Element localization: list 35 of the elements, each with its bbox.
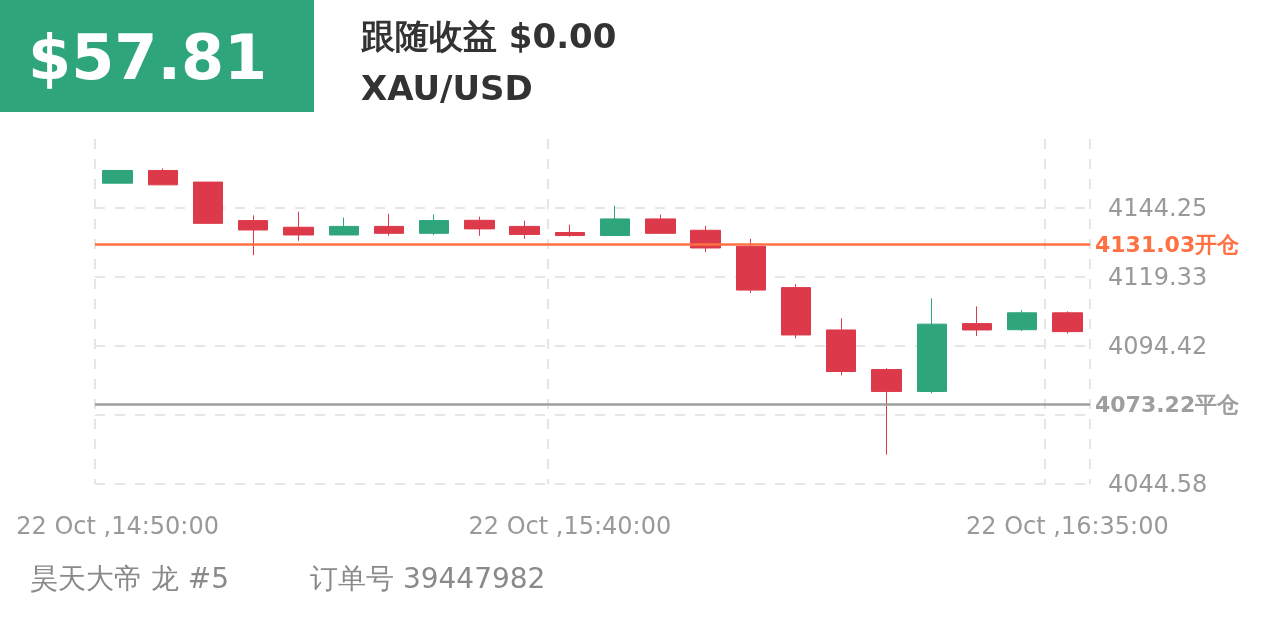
y-tick-label: 4044.58 [1108,470,1208,498]
candlestick [962,305,992,337]
candlestick [736,238,766,294]
y-tick-label: 4144.25 [1108,193,1208,222]
x-tick-label: 22 Oct ,16:35:00 [966,512,1169,540]
chart-subtitle: XAU/USD [361,68,533,108]
text: 昊天大帝 龙 #5 [30,561,230,595]
candlestick [509,220,540,240]
candlestick [1052,310,1083,335]
chart-title: 跟随收益 $0.00 [360,16,617,56]
x-tick-label: 22 Oct ,14:50:00 [16,512,219,540]
candlestick [419,213,449,236]
ref-line-label: 4131.03开仓 [1095,232,1241,258]
y-tick-label: 4094.42 [1108,331,1208,360]
candlestick [329,217,359,236]
candlestick [102,169,133,184]
candlestick [781,283,811,339]
candlestick [464,216,495,237]
text: 订单号 39447982 [310,561,546,595]
candlestick [1007,309,1037,332]
candlestick [600,205,630,237]
candlestick [917,297,947,394]
candlestick [148,168,178,186]
candlestick [193,181,223,224]
candlestick [374,213,404,237]
y-tick-label: 4119.33 [1108,262,1208,291]
x-tick-label: 22 Oct ,15:40:00 [468,512,672,540]
candlestick [555,224,585,238]
candlestick [871,367,902,456]
candlestick [826,317,856,376]
ref-line-label: 4073.22平仓 [1095,392,1241,418]
candlestick [283,211,314,242]
text: $57.81 [28,20,268,94]
candlestick [238,214,268,256]
candlestick [645,213,676,234]
